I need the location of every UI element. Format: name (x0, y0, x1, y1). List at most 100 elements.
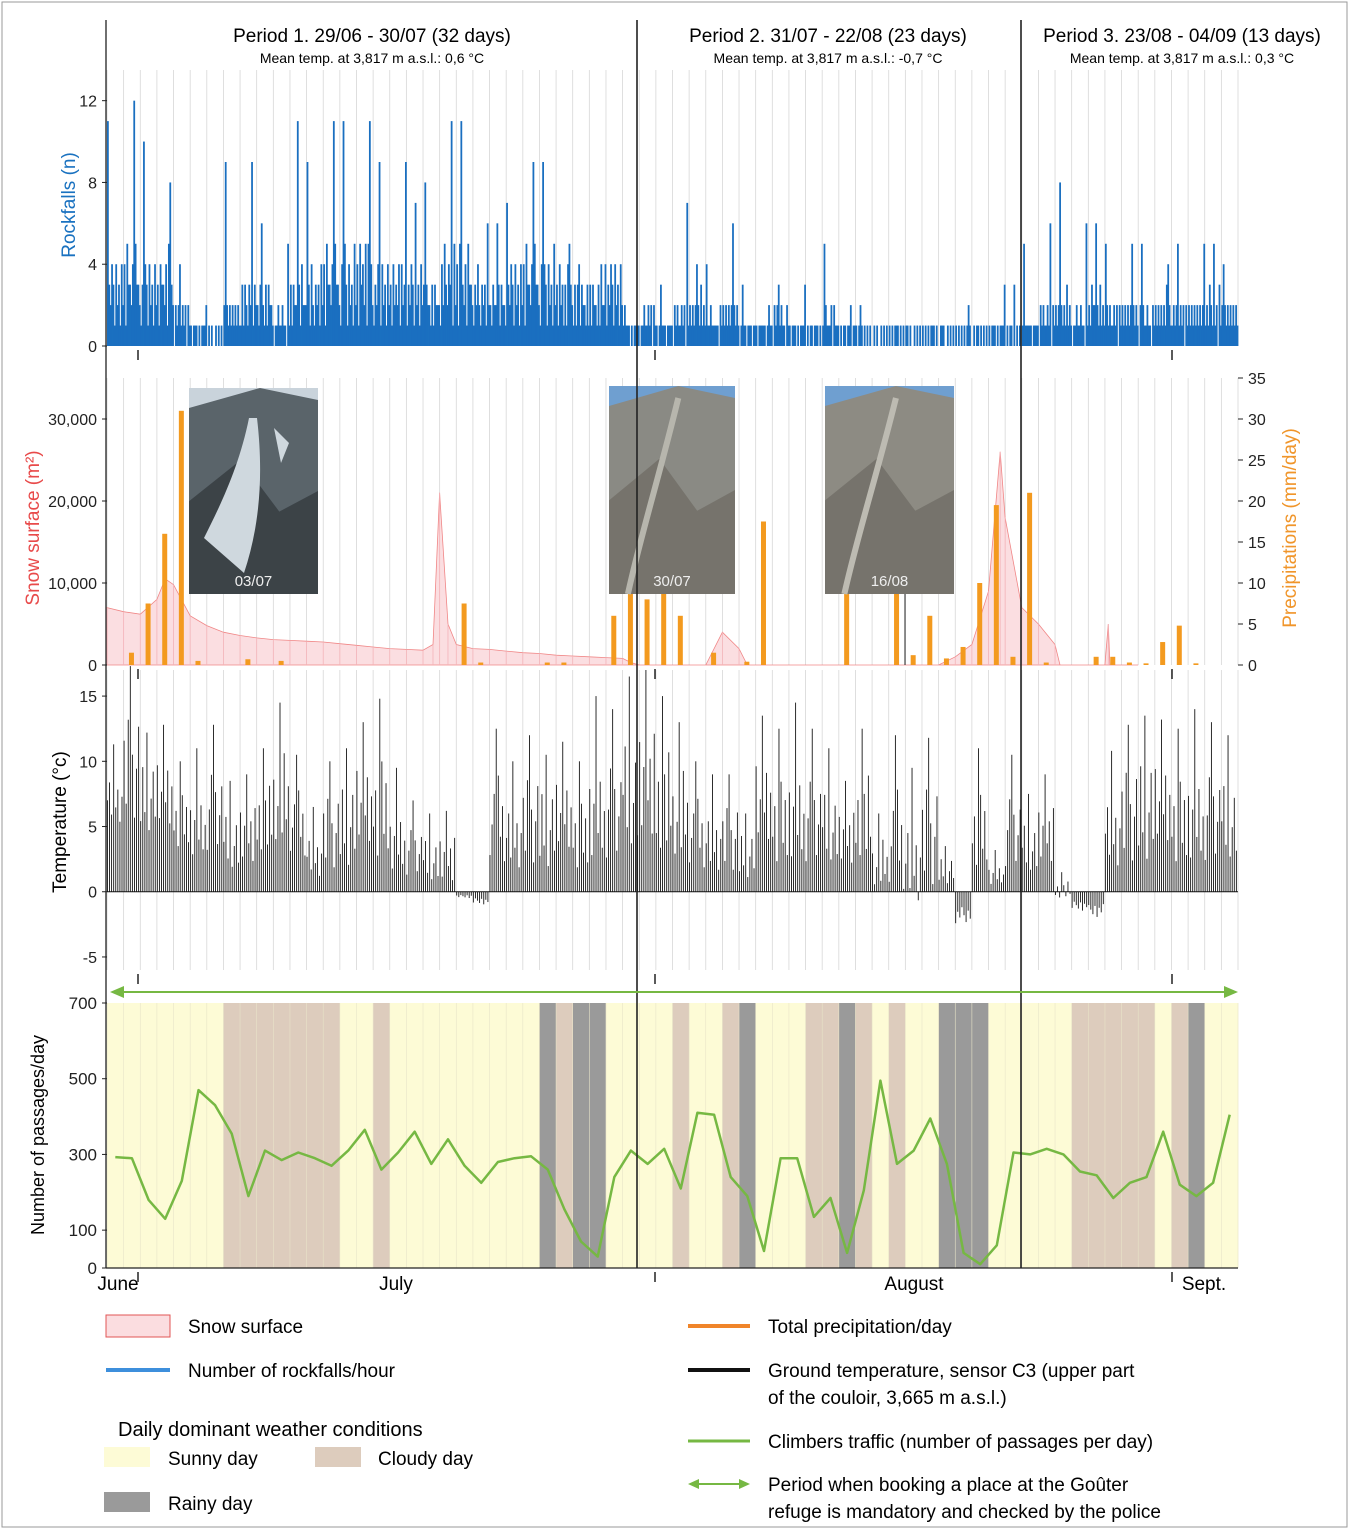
rockfall-bar (410, 264, 413, 346)
rockfall-bar (704, 325, 707, 346)
temperature-bar (840, 858, 842, 892)
rockfall-bar (729, 325, 732, 346)
rockfall-bar (775, 325, 777, 346)
temperature-bar (277, 806, 279, 892)
weather-band-cloudy (373, 1003, 391, 1268)
precip-bar (910, 655, 916, 665)
rockfall-bar (752, 325, 755, 346)
month-labels: June July August Sept. (97, 1274, 1226, 1295)
temperature-bar (753, 868, 755, 892)
rockfall-bar (190, 325, 192, 346)
rockfall-bar (558, 264, 561, 346)
temperature-bar (599, 781, 601, 892)
precip-bar (760, 521, 766, 665)
rockfall-bar (234, 305, 237, 346)
rockfall-bar (547, 264, 550, 346)
rockfall-bar (136, 284, 138, 346)
rockfall-bar (858, 325, 861, 346)
temperature-bar (938, 879, 940, 892)
rockfall-bar (567, 264, 569, 346)
temperature-bar (321, 853, 323, 892)
rockfall-bar (899, 325, 902, 346)
temperature-bar (493, 793, 495, 892)
rockfall-bar (251, 162, 253, 346)
rockfall-bar (715, 325, 718, 346)
rockfall-bar (719, 305, 722, 346)
rockfall-bar (238, 325, 241, 346)
rockfall-bar (133, 100, 136, 347)
temperature-bar (1136, 779, 1138, 892)
rockfall-bar (679, 325, 682, 346)
rockfall-bar (434, 284, 436, 346)
rockfall-bar (325, 243, 328, 346)
rockfall-bar (1024, 325, 1027, 346)
rockfall-bar (637, 325, 640, 346)
rockfall-bar (565, 325, 568, 346)
rockfall-bar (488, 305, 490, 346)
precip-bar (195, 660, 201, 665)
rockfall-bar (992, 325, 995, 346)
temperature-bar (951, 860, 952, 892)
rockfall-bar (1149, 325, 1152, 346)
rockfall-bar (1124, 305, 1127, 346)
rockfall-bar (1228, 325, 1231, 346)
rockfall-bar (569, 284, 572, 346)
temperature-bar (385, 783, 387, 892)
temperature-bar (1198, 789, 1200, 892)
rockfall-bar (755, 325, 758, 346)
temperature-bar (333, 867, 335, 892)
rockfall-bar (533, 243, 536, 346)
axes-layer (105, 20, 1238, 1282)
rockfall-bar (217, 325, 220, 346)
snow-tick-label: 0 (88, 658, 97, 675)
temperature-bar (976, 864, 977, 892)
temperature-bar (375, 790, 377, 892)
temperature-bar (312, 806, 314, 892)
rockfall-bar (1146, 305, 1149, 346)
rockfall-bar (131, 264, 134, 346)
rockfall-bar (854, 325, 856, 346)
rockfall-bar (341, 264, 344, 346)
temperature-bar (870, 836, 871, 892)
temperature-bar (1221, 821, 1223, 892)
temperature-bar (672, 796, 674, 892)
rockfall-bar (237, 305, 240, 346)
rockfall-bar (967, 305, 970, 346)
temperature-bar (134, 817, 135, 892)
rockfall-bar (682, 325, 684, 346)
weather-band-cloudy (855, 1003, 873, 1268)
temperature-bar (803, 813, 805, 892)
temperature-bar (973, 816, 975, 892)
weather-band-sunny (190, 1003, 208, 1268)
legend-booking-label-2: refuge is mandatory and checked by the p… (768, 1502, 1161, 1523)
rockfall-bar (262, 305, 265, 346)
rockfall-bar (675, 325, 678, 346)
temperature-bar (142, 767, 144, 892)
rockfall-bar (158, 325, 161, 346)
rockfall-bar (587, 325, 590, 346)
weather-band-sunny (506, 1003, 524, 1268)
temperature-bar (1013, 814, 1015, 892)
temperature-bar (452, 880, 454, 892)
rockfall-bar (460, 121, 463, 346)
rockfall-bar (1066, 284, 1068, 346)
rockfall-bar (174, 305, 177, 346)
temperature-bar (957, 891, 959, 912)
weather-band-sunny (356, 1003, 374, 1268)
rockfall-bar (147, 325, 149, 346)
rockfall-bar (398, 264, 400, 346)
temperature-bar (915, 845, 917, 892)
weather-band-rainy (572, 1003, 590, 1268)
rockfall-bar (281, 305, 284, 346)
temperature-bar (934, 836, 936, 892)
rockfall-bar (163, 305, 166, 346)
temperature-bar (1200, 850, 1202, 892)
rockfall-bar (1107, 325, 1110, 346)
temperature-bar (531, 809, 533, 892)
rockfall-bar (312, 305, 314, 346)
rockfall-bar (248, 284, 251, 346)
temperature-bar (1042, 825, 1044, 892)
temperature-bar (770, 792, 772, 892)
weather-band-sunny (439, 1003, 457, 1268)
rockfall-bar (151, 284, 154, 346)
